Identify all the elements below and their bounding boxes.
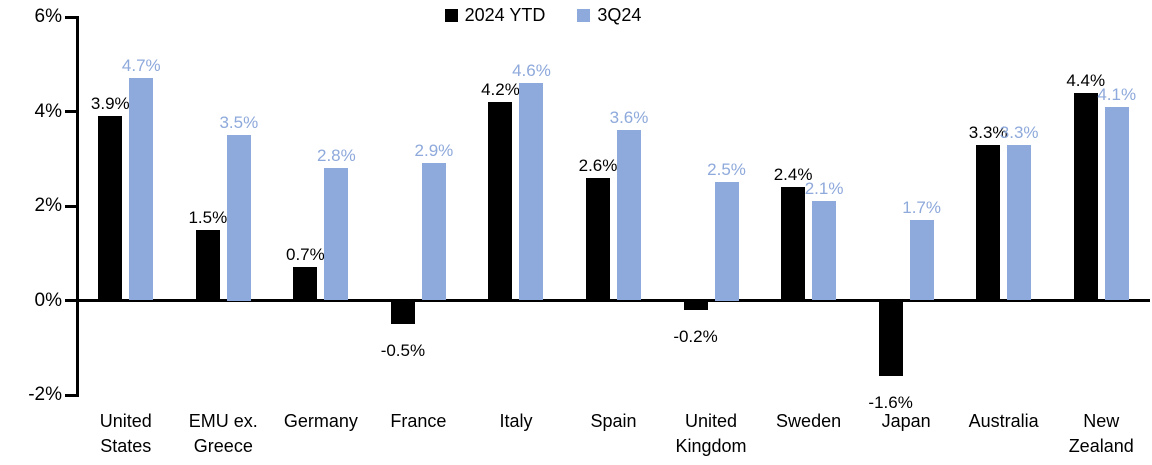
x-axis-category-label: New Zealand [1068,411,1134,456]
bar-value-label: 4.1% [1097,84,1137,104]
legend-item-3q24: 3Q24 [577,6,641,24]
bar-3q24 [519,83,544,301]
legend-item-2024-ytd: 2024 YTD [444,5,546,25]
plot-area: 3.9% 4.7% 1.5% 3.5% 0.7% 2.8% -0.5% 2.9% 4.2% 4.6… [76,17,1150,412]
y-axis-tick-mark [65,204,77,208]
y-axis-tick-mark [65,110,77,113]
bar-value-label: 2.4% [773,165,813,185]
bar-value-label: 3.3% [968,122,1008,142]
x-axis-category-label: France [390,411,447,431]
bar-3q24 [324,168,349,301]
bar-2024-ytd [293,267,318,301]
bar-value-label: 0.7% [285,245,325,265]
bar-2024-ytd [781,187,806,301]
x-axis-category-label: Sweden [776,411,842,431]
bar-3q24 [714,182,739,301]
bar-value-label: 4.6% [512,61,551,81]
bar-value-label: 3.3% [999,122,1039,142]
bar-value-label: 2.5% [707,160,746,180]
bar-value-label: 1.7% [902,198,941,218]
bar-3q24 [129,78,154,301]
legend-label: 3Q24 [597,5,642,25]
bar-2024-ytd [488,102,513,301]
legend-label: 2024 YTD [464,5,546,25]
y-axis-tick-label: 4% [34,100,62,122]
bar-3q24 [421,163,446,301]
y-axis-tick-mark [65,299,77,302]
bar-value-label: 2.9% [414,141,454,161]
bar-2024-ytd [586,177,610,301]
y-axis-tick-label: 6% [34,6,62,27]
legend-swatch-icon [444,8,458,22]
bar-value-label: 4.2% [481,80,520,100]
y-axis-line [76,15,79,397]
x-axis-category-label: Spain [590,411,637,431]
bar-value-label: 4.4% [1066,70,1106,90]
x-axis-category-label: Japan [881,411,931,431]
x-axis-category-label: Italy [499,411,533,431]
zero-baseline [76,299,1150,302]
bar-value-label: 2.1% [804,179,844,199]
bar-value-label: -1.6% [868,393,913,413]
bar-value-label: 3.5% [219,113,259,133]
bar-2024-ytd [98,116,123,301]
chart-legend: 2024 YTD 3Q24 [0,6,1086,24]
bar-3q24 [226,135,251,301]
y-axis-tick-label: 2% [34,195,62,216]
x-axis-category-label: Germany [283,411,358,431]
bar-2024-ytd [1073,92,1098,301]
bar-2024-ytd [195,229,220,301]
bar-3q24 [1104,106,1129,301]
bar-2024-ytd [878,300,903,377]
bar-value-label: 1.5% [188,207,228,227]
legend-swatch-icon [577,8,591,22]
x-axis-category-label: United States [99,411,152,456]
bar-value-label: 2.6% [578,155,618,175]
x-axis-category-label: EMU ex. Greece [188,411,258,456]
y-axis-tick-mark [65,15,77,19]
bar-2024-ytd [976,144,1001,301]
bar-3q24 [617,130,641,301]
bar-2024-ytd [683,300,708,310]
bar-value-label: 4.7% [121,56,161,76]
bar-2024-ytd [390,300,415,325]
y-axis-tick-label: 0% [34,289,62,311]
bar-value-label: -0.2% [673,326,718,346]
x-axis-category-label: Australia [968,411,1039,431]
bar-value-label: 2.8% [316,146,356,166]
y-axis-tick-label: -2% [28,384,62,405]
x-axis-category-label: United Kingdom [675,411,747,456]
bar-3q24 [909,220,934,301]
y-axis-tick-mark [65,393,77,397]
bar-value-label: 3.6% [609,108,649,128]
bar-3q24 [812,201,837,301]
bar-value-label: 3.9% [90,94,130,114]
bar-3q24 [1007,144,1032,301]
bar-value-label: -0.5% [380,341,426,361]
